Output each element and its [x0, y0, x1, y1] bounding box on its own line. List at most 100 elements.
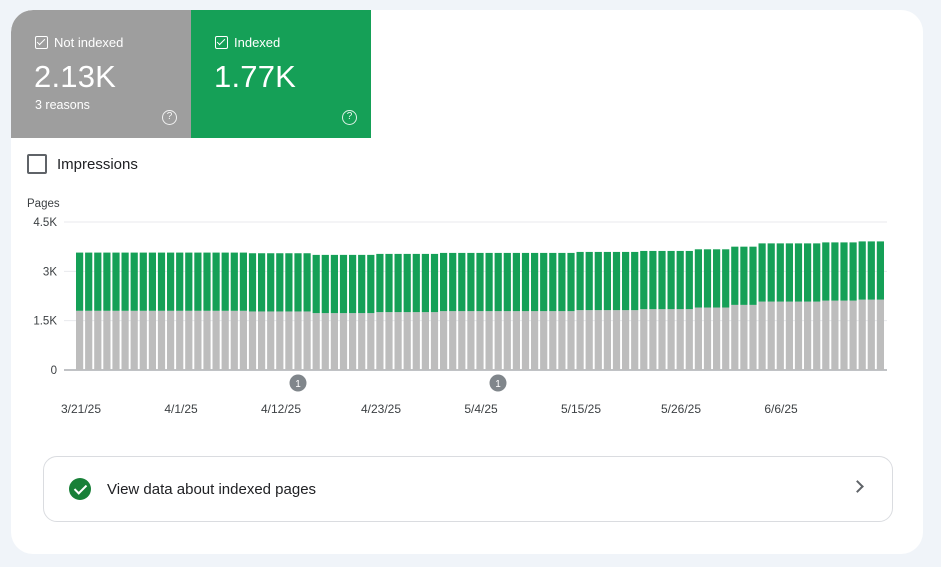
bar-indexed: [585, 251, 593, 311]
pages-chart: 0 1.5K 3K 4.5K 3/21/25 4/1/25 4/12/25 4/23/25 5/…: [33, 217, 887, 416]
bar-indexed: [576, 251, 584, 311]
help-icon[interactable]: ?: [342, 110, 357, 125]
bar-not-indexed: [276, 311, 284, 370]
bar-indexed: [512, 252, 520, 312]
not-indexed-tile[interactable]: Not indexed 2.13K 3 reasons ?: [11, 10, 191, 138]
bar-indexed: [385, 253, 393, 313]
bar-not-indexed: [412, 312, 420, 370]
index-coverage-card: Not indexed 2.13K 3 reasons ? Indexed 1.…: [11, 10, 923, 554]
bar-not-indexed: [358, 313, 366, 370]
bar-indexed: [139, 252, 147, 311]
bar-indexed: [194, 252, 202, 311]
bar-not-indexed: [594, 310, 602, 370]
bar-not-indexed: [603, 310, 611, 370]
bar-not-indexed: [867, 299, 875, 370]
y-tick-label: 4.5K: [33, 217, 57, 229]
bar-indexed: [767, 243, 775, 302]
bar-indexed: [603, 251, 611, 311]
bar-indexed: [867, 241, 875, 300]
bar-not-indexed: [248, 311, 257, 370]
bar-indexed: [876, 241, 884, 300]
bar-not-indexed: [685, 309, 693, 370]
bar-indexed: [248, 253, 257, 312]
bar-not-indexed: [531, 311, 539, 370]
bar-indexed: [612, 251, 621, 311]
bar-indexed: [312, 254, 320, 314]
bar-not-indexed: [403, 312, 411, 370]
bar-not-indexed: [85, 310, 93, 370]
bar-indexed: [531, 252, 539, 312]
bar-indexed: [813, 243, 821, 302]
bar-indexed: [230, 252, 238, 311]
bar-not-indexed: [713, 307, 721, 370]
x-tick-label: 5/15/25: [561, 402, 601, 416]
bar-indexed: [685, 250, 693, 310]
bar-indexed: [285, 253, 293, 312]
bar-indexed: [694, 249, 702, 308]
bar-indexed: [822, 242, 830, 301]
bar-not-indexed: [640, 309, 648, 370]
indexed-checkbox-icon[interactable]: [215, 36, 228, 49]
bar-not-indexed: [794, 301, 803, 370]
bar-not-indexed: [722, 307, 730, 370]
bar-indexed: [367, 254, 375, 314]
bar-not-indexed: [467, 311, 475, 370]
bar-not-indexed: [103, 310, 111, 370]
bar-not-indexed: [776, 301, 784, 370]
bar-not-indexed: [785, 301, 793, 370]
bar-indexed: [840, 242, 848, 301]
bar-indexed: [776, 243, 784, 302]
indexed-value: 1.77K: [214, 59, 297, 94]
bar-not-indexed: [212, 310, 220, 370]
bar-indexed: [403, 253, 411, 313]
bar-indexed: [185, 252, 193, 311]
bar-indexed: [594, 251, 602, 311]
not-indexed-checkbox-icon[interactable]: [35, 36, 48, 49]
bar-not-indexed: [767, 301, 775, 370]
bar-indexed: [94, 252, 102, 311]
bar-indexed: [112, 252, 120, 311]
bar-not-indexed: [167, 310, 175, 370]
bar-indexed: [339, 254, 348, 314]
annotation-marker: [489, 374, 507, 392]
bar-not-indexed: [321, 313, 329, 370]
impressions-toggle[interactable]: Impressions: [27, 154, 138, 174]
bar-not-indexed: [339, 313, 348, 370]
bar-not-indexed: [185, 310, 193, 370]
bar-not-indexed: [258, 311, 266, 370]
bar-not-indexed: [822, 300, 830, 370]
indexed-tile[interactable]: Indexed 1.77K ?: [191, 10, 371, 138]
bar-not-indexed: [831, 300, 839, 370]
bar-not-indexed: [858, 299, 866, 370]
bar-indexed: [467, 252, 475, 312]
bar-indexed: [713, 249, 721, 308]
bar-not-indexed: [667, 309, 675, 370]
bar-indexed: [703, 249, 712, 308]
bar-not-indexed: [112, 310, 120, 370]
bar-not-indexed: [703, 307, 712, 370]
bar-not-indexed: [576, 310, 584, 370]
bar-indexed: [558, 252, 566, 312]
bar-indexed: [503, 252, 511, 312]
x-tick-label: 4/23/25: [361, 402, 401, 416]
bar-not-indexed: [731, 304, 739, 370]
bar-not-indexed: [694, 307, 702, 370]
bar-indexed: [549, 252, 557, 312]
bar-indexed: [804, 243, 812, 302]
y-tick-label: 3K: [43, 266, 57, 278]
indexed-header: Indexed: [215, 35, 280, 50]
bar-indexed: [76, 252, 84, 311]
bar-indexed: [540, 252, 548, 312]
bar-not-indexed: [458, 311, 466, 370]
bar-indexed: [358, 254, 366, 314]
bar-not-indexed: [804, 301, 812, 370]
view-indexed-pages-button[interactable]: View data about indexed pages: [43, 456, 893, 522]
bar-not-indexed: [813, 301, 821, 370]
bar-indexed: [676, 250, 684, 310]
bar-not-indexed: [394, 312, 402, 370]
bar-not-indexed: [94, 310, 102, 370]
help-icon[interactable]: ?: [162, 110, 177, 125]
bar-indexed: [740, 246, 748, 305]
x-tick-label: 5/4/25: [464, 402, 498, 416]
impressions-checkbox[interactable]: [27, 154, 47, 174]
